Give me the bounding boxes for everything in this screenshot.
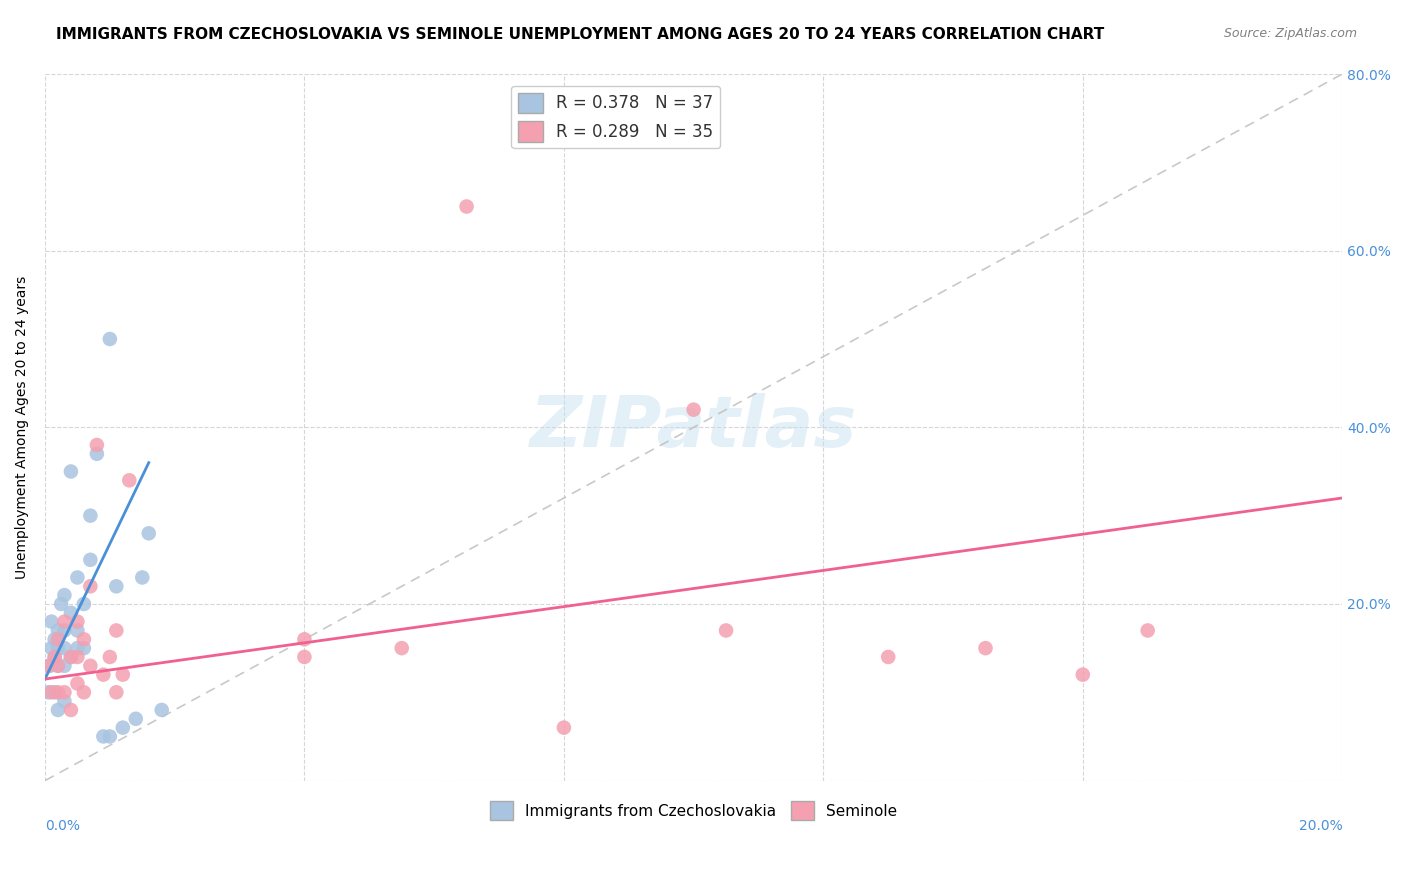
- Point: [53, 588, 76, 602]
- Point: [44, 685, 66, 699]
- Point: [79, 658, 101, 673]
- Point: [125, 712, 148, 726]
- Point: [59, 606, 82, 620]
- Point: [1136, 624, 1159, 638]
- Point: [98, 730, 121, 744]
- Point: [66, 676, 89, 690]
- Point: [79, 579, 101, 593]
- Point: [37, 658, 59, 673]
- Point: [53, 658, 76, 673]
- Point: [553, 721, 575, 735]
- Point: [73, 632, 96, 647]
- Point: [118, 473, 141, 487]
- Point: [46, 685, 69, 699]
- Point: [131, 570, 153, 584]
- Point: [39, 658, 62, 673]
- Point: [682, 402, 704, 417]
- Point: [79, 553, 101, 567]
- Point: [294, 632, 316, 647]
- Point: [44, 650, 66, 665]
- Point: [294, 650, 316, 665]
- Point: [974, 641, 997, 656]
- Point: [86, 438, 108, 452]
- Text: ZIPatlas: ZIPatlas: [530, 392, 858, 462]
- Point: [41, 685, 63, 699]
- Point: [66, 570, 89, 584]
- Point: [59, 650, 82, 665]
- Point: [73, 597, 96, 611]
- Point: [46, 624, 69, 638]
- Point: [46, 632, 69, 647]
- Text: Source: ZipAtlas.com: Source: ZipAtlas.com: [1223, 27, 1357, 40]
- Point: [93, 730, 115, 744]
- Point: [93, 667, 115, 681]
- Text: 0.0%: 0.0%: [45, 820, 80, 833]
- Point: [86, 447, 108, 461]
- Point: [41, 641, 63, 656]
- Point: [41, 615, 63, 629]
- Text: 20.0%: 20.0%: [1299, 820, 1343, 833]
- Point: [105, 624, 128, 638]
- Point: [44, 632, 66, 647]
- Point: [66, 650, 89, 665]
- Point: [391, 641, 413, 656]
- Point: [53, 615, 76, 629]
- Point: [138, 526, 160, 541]
- Point: [79, 508, 101, 523]
- Point: [46, 658, 69, 673]
- Point: [73, 641, 96, 656]
- Point: [105, 685, 128, 699]
- Point: [150, 703, 173, 717]
- Point: [46, 703, 69, 717]
- Point: [73, 685, 96, 699]
- Point: [51, 597, 73, 611]
- Point: [53, 694, 76, 708]
- Point: [98, 332, 121, 346]
- Point: [111, 667, 134, 681]
- Y-axis label: Unemployment Among Ages 20 to 24 years: Unemployment Among Ages 20 to 24 years: [15, 276, 30, 579]
- Point: [66, 624, 89, 638]
- Point: [98, 650, 121, 665]
- Text: IMMIGRANTS FROM CZECHOSLOVAKIA VS SEMINOLE UNEMPLOYMENT AMONG AGES 20 TO 24 YEAR: IMMIGRANTS FROM CZECHOSLOVAKIA VS SEMINO…: [56, 27, 1105, 42]
- Point: [53, 641, 76, 656]
- Point: [456, 200, 478, 214]
- Point: [877, 650, 900, 665]
- Point: [1071, 667, 1094, 681]
- Point: [59, 703, 82, 717]
- Point: [53, 624, 76, 638]
- Point: [59, 465, 82, 479]
- Point: [53, 685, 76, 699]
- Point: [44, 650, 66, 665]
- Point: [111, 721, 134, 735]
- Point: [66, 615, 89, 629]
- Point: [46, 658, 69, 673]
- Legend: Immigrants from Czechoslovakia, Seminole: Immigrants from Czechoslovakia, Seminole: [484, 795, 904, 826]
- Point: [59, 650, 82, 665]
- Point: [46, 641, 69, 656]
- Point: [105, 579, 128, 593]
- Point: [714, 624, 737, 638]
- Point: [66, 641, 89, 656]
- Point: [37, 685, 59, 699]
